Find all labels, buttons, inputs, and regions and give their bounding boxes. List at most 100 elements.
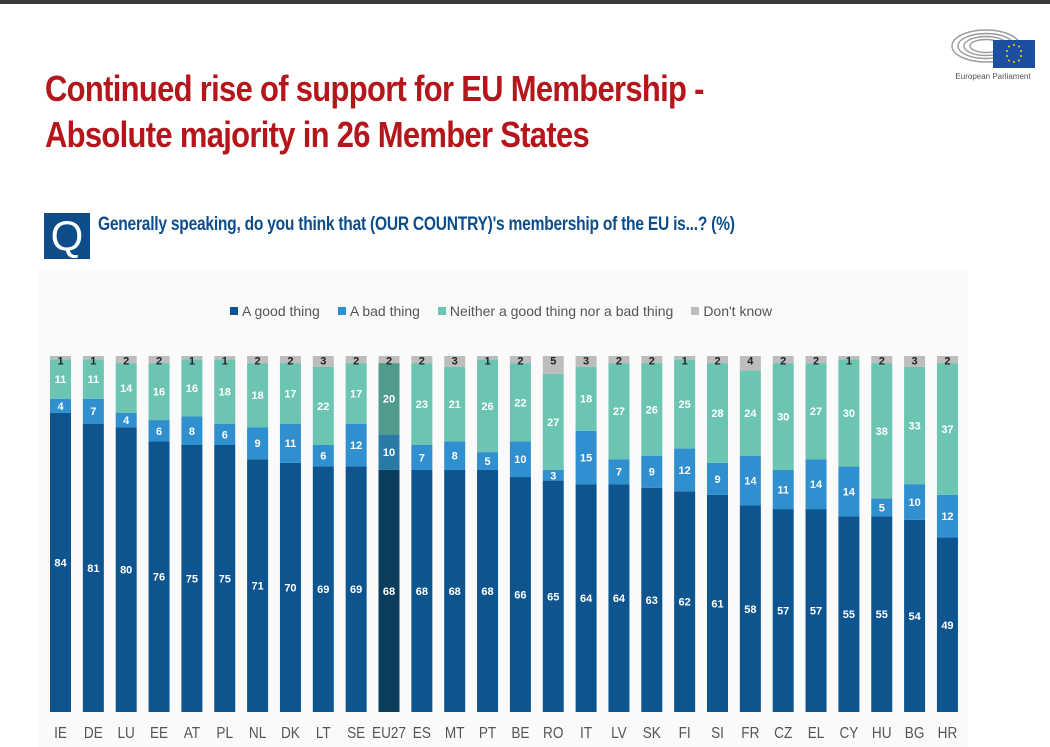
bar-group-cz: 57 11 30 2: [772, 356, 794, 712]
data-label-bad-ie: 4: [57, 401, 64, 413]
data-label-dontknow-se: 2: [353, 356, 359, 368]
bar-good-sk: [641, 487, 663, 712]
data-label-bad-fr: 14: [744, 476, 757, 488]
data-label-dontknow-hu: 2: [879, 356, 885, 368]
data-label-dontknow-pl: 1: [222, 356, 228, 368]
bar-good-ee: [148, 441, 170, 712]
legend-swatch-bad: [337, 307, 346, 315]
data-label-good-ro: 65: [547, 591, 559, 603]
data-label-good-ie: 84: [54, 557, 67, 569]
data-label-dontknow-mt: 3: [452, 356, 458, 368]
bar-good-bg: [904, 519, 926, 712]
category-label-eu27: EU27: [372, 725, 406, 742]
bar-group-si: 61 9 28 2: [707, 356, 728, 712]
bar-bad-hu: [871, 498, 893, 517]
bar-bad-fi: [674, 448, 696, 492]
bar-bad-lv: [608, 459, 630, 485]
bar-dontknow-eu27: [378, 356, 400, 364]
data-label-bad-fi: 12: [679, 465, 691, 477]
data-label-neither-hu: 38: [876, 426, 888, 438]
data-label-dontknow-nl: 2: [255, 356, 261, 368]
bar-dontknow-es: [411, 356, 433, 364]
bar-neither-fi: [674, 359, 696, 449]
data-label-bad-ee: 6: [156, 426, 162, 438]
category-label-cz: CZ: [774, 725, 792, 742]
bar-good-pt: [477, 469, 499, 712]
bar-good-cy: [838, 516, 860, 712]
logo-text: European Parliament: [955, 72, 1031, 81]
data-label-dontknow-at: 1: [189, 356, 195, 368]
data-label-neither-be: 22: [514, 397, 526, 409]
data-label-bad-lv: 7: [616, 467, 622, 479]
bar-dontknow-it: [575, 356, 597, 367]
category-label-dk: DK: [281, 725, 300, 742]
category-label-hu: HU: [872, 725, 892, 742]
bar-neither-pl: [214, 359, 236, 424]
bar-good-de: [82, 423, 104, 712]
bar-dontknow-be: [509, 356, 531, 364]
bar-bad-nl: [247, 427, 269, 460]
bar-group-dk: 70 11 17 2: [279, 356, 301, 712]
data-label-bad-cz: 11: [777, 485, 789, 497]
bar-dontknow-el: [805, 356, 827, 364]
data-label-good-es: 68: [416, 586, 428, 598]
data-label-bad-hr: 12: [941, 511, 953, 523]
data-label-good-el: 57: [810, 606, 822, 618]
data-label-neither-ro: 27: [547, 417, 559, 429]
bar-dontknow-de: [82, 356, 104, 360]
data-label-bad-el: 14: [810, 479, 823, 491]
data-label-good-sk: 63: [646, 595, 658, 607]
data-label-neither-ie: 11: [55, 374, 67, 386]
data-label-dontknow-eu27: 2: [386, 356, 392, 368]
bar-bad-pt: [477, 452, 499, 470]
bar-group-hr: 49 12 37 2: [936, 356, 958, 712]
data-label-bad-eu27: 10: [383, 447, 395, 459]
data-label-dontknow-hr: 2: [944, 356, 950, 368]
category-label-si: SI: [711, 725, 724, 742]
bar-dontknow-ro: [542, 356, 564, 374]
bar-dontknow-hr: [936, 356, 958, 364]
bar-group-lt: 69 6 22 3: [312, 356, 334, 712]
bar-neither-it: [575, 366, 597, 431]
bar-bad-fr: [739, 455, 761, 506]
data-label-neither-lu: 14: [120, 383, 133, 395]
legend-item-neither: Neither a good thing nor a bad thing: [437, 303, 673, 319]
data-label-dontknow-cy: 1: [846, 356, 852, 368]
data-label-neither-el: 27: [810, 406, 822, 418]
data-label-dontknow-ro: 5: [550, 356, 556, 368]
category-label-se: SE: [347, 725, 365, 742]
data-label-neither-de: 11: [88, 374, 100, 386]
legend-item-good: A good thing: [230, 303, 320, 319]
data-label-dontknow-lt: 3: [320, 356, 326, 368]
category-label-fi: FI: [679, 725, 691, 742]
data-label-bad-it: 15: [580, 452, 592, 464]
bar-bad-pl: [214, 423, 236, 445]
bar-dontknow-cz: [772, 356, 794, 364]
data-label-good-hu: 55: [876, 609, 888, 621]
legend-swatch-neither: [437, 307, 446, 315]
data-label-dontknow-fi: 1: [682, 356, 688, 368]
bar-group-it: 64 15 18 3: [575, 356, 597, 712]
bar-dontknow-at: [181, 356, 203, 360]
bar-neither-lv: [608, 363, 630, 460]
data-label-good-se: 69: [350, 584, 362, 596]
data-label-bad-be: 10: [514, 454, 526, 466]
bar-good-it: [575, 484, 597, 712]
data-label-bad-dk: 11: [285, 438, 297, 450]
data-label-dontknow-be: 2: [517, 356, 523, 368]
bar-bad-at: [181, 416, 203, 445]
bar-dontknow-pl: [214, 356, 236, 360]
category-label-at: AT: [184, 725, 200, 742]
parliament-hemicycle-icon: [951, 29, 1035, 68]
data-label-neither-pt: 26: [481, 401, 493, 413]
bar-dontknow-mt: [444, 356, 466, 367]
bar-group-nl: 71 9 18 2: [247, 356, 269, 712]
data-label-good-cy: 55: [843, 609, 855, 621]
question-badge: Q: [44, 213, 90, 259]
legend-item-dontknow: Don't know: [691, 303, 772, 319]
legend-label-bad: A bad thing: [349, 303, 420, 319]
data-label-bad-sk: 9: [649, 467, 655, 479]
data-label-neither-mt: 21: [449, 399, 461, 411]
bar-good-fi: [674, 491, 696, 712]
